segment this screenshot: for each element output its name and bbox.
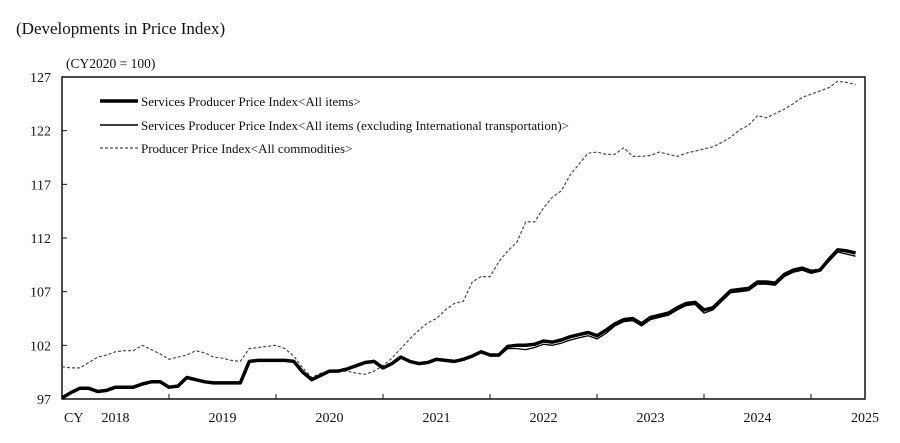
y-tick-label: 112	[31, 232, 51, 247]
x-tick-label: 2019	[209, 411, 237, 426]
series-line-sppi-all	[61, 248, 857, 400]
y-tick-label: 122	[30, 125, 51, 140]
x-tick-label: 2025	[851, 411, 879, 426]
unit-label: (CY2020 = 100)	[66, 56, 155, 71]
y-tick-label: 117	[31, 178, 51, 193]
x-tick-label: 2022	[530, 411, 558, 426]
x-tick-label: 2020	[316, 411, 344, 426]
y-tick-label: 127	[30, 71, 51, 86]
series-line-sppi-excl-intl-transport	[61, 251, 856, 399]
y-tick-label: 107	[30, 286, 51, 301]
x-axis: CY 2018 2019 2020 2021 2022 2023 2024 2025	[64, 394, 879, 426]
x-tick-label: 2021	[423, 411, 451, 426]
y-tick-label: 97	[37, 393, 51, 408]
legend-label-ppi: Producer Price Index<All commodities>	[141, 141, 352, 156]
x-axis-prefix: CY	[64, 411, 83, 426]
x-tick-label: 2023	[637, 411, 665, 426]
y-tick-label: 102	[30, 339, 51, 354]
legend: Services Producer Price Index<All items>…	[100, 94, 569, 156]
x-tick-label: 2018	[102, 411, 130, 426]
series-line-ppi-all-commodities	[61, 80, 856, 379]
series-lines	[61, 80, 857, 400]
x-tick-label: 2024	[744, 411, 772, 426]
legend-label-sppi-all: Services Producer Price Index<All items>	[141, 94, 361, 109]
y-axis: 97 102 107 112 117 122 127	[30, 71, 67, 408]
legend-label-sppi-excl: Services Producer Price Index<All items …	[141, 118, 569, 133]
chart-title: (Developments in Price Index)	[16, 19, 225, 38]
